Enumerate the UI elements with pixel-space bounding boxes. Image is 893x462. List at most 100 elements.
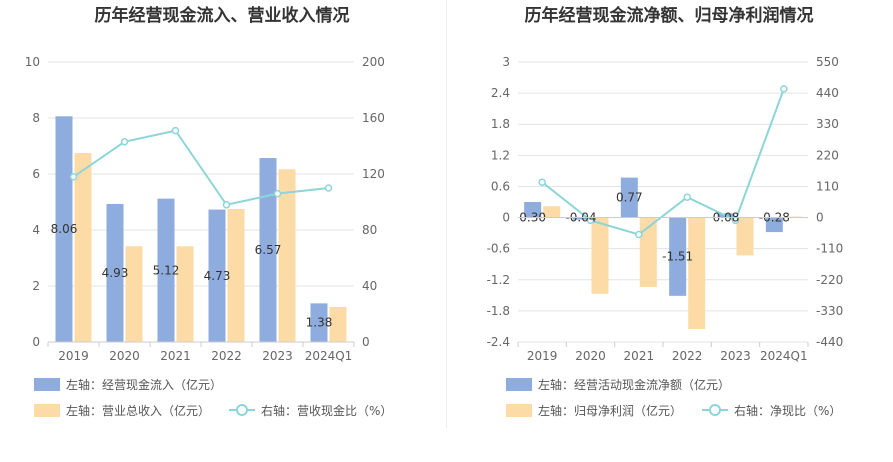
ratio-line [72,129,329,206]
left-axis-tick: 0.6 [491,179,510,193]
right-axis-tick: 330 [816,117,839,131]
legend-swatch-blue [34,378,60,391]
chart-title: 历年经营现金流入、营业收入情况 [95,5,350,26]
right-axis-tick: 120 [362,167,385,181]
legend-item-net-ratio[interactable]: 右轴：净现比（%） [702,403,841,418]
bar-primary [765,217,783,233]
chart-netcash-profit: 历年经营现金流净额、归母净利润情况 0.30 -0.040.77-1.510.08… [487,5,844,418]
legend-swatch-orange [34,404,60,417]
ratio-point [683,193,691,201]
bar-primary [55,116,73,342]
right-axis-tick: 80 [362,223,377,237]
ratio-point [635,230,643,239]
bar-secondary [176,246,194,342]
bar-data-label: 6.57 [255,243,282,257]
legend-item-revenue[interactable]: 左轴：营业总收入（亿元） [34,403,210,418]
bar-secondary [278,169,296,342]
left-axis-tick: 1.8 [491,117,510,131]
legend-item-ratio[interactable]: 右轴：营收现金比（%） [229,403,392,418]
right-axis-tick: 40 [362,279,377,293]
right-axis-tick: 440 [816,86,839,100]
legend-item-cash-inflow[interactable]: 左轴：经营现金流入（亿元） [34,377,222,392]
x-axis-tick: 2022 [211,349,242,363]
ratio-point [324,184,333,192]
right-axis-tick: 550 [816,55,839,69]
left-axis-tick: -1.2 [487,273,510,287]
x-axis-tick: 2024Q1 [305,349,353,363]
bar-primary [310,303,328,342]
legend-label: 左轴：经营现金流入（亿元） [66,377,222,392]
right-axis-tick: 200 [362,55,385,69]
legend-label: 左轴：经营活动现金流净额（亿元） [538,377,730,392]
x-axis-tick: 2023 [720,349,751,363]
bar-data-label: 1.38 [306,316,333,330]
legend-item-net-profit[interactable]: 左轴：归母净利润（亿元） [506,403,682,418]
legend-label: 左轴：营业总收入（亿元） [66,403,210,418]
x-axis-tick: 2020 [575,349,606,363]
ratio-point [780,85,788,93]
bar-primary [157,198,175,342]
x-axis-tick: 2022 [672,349,703,363]
left-axis-tick: 8 [32,111,40,125]
legend-swatch-orange [506,404,532,417]
right-axis-tick: -220 [816,273,843,287]
bar-data-label: 4.93 [102,266,129,280]
legend-item-net-cashflow[interactable]: 左轴：经营活动现金流净额（亿元） [506,377,730,392]
legend-swatch-blue [506,378,532,391]
bar-secondary [329,307,347,342]
left-axis-tick: 2 [32,279,40,293]
left-axis-tick: 2.4 [491,86,510,100]
bar-primary [620,177,638,218]
left-axis-tick: 1.2 [491,148,510,162]
ratio-point [222,201,231,209]
bar-secondary [74,153,92,342]
right-axis-tick: 0 [816,211,824,225]
ratio-point [69,173,78,181]
right-axis-tick: -110 [816,242,843,256]
legend-marker-icon [236,404,248,416]
left-axis-tick: 10 [25,55,40,69]
bar-data-label: 0.77 [616,191,643,205]
bar-primary [572,217,590,220]
chart-title: 历年经营现金流净额、归母净利润情况 [525,5,814,26]
bar-secondary [736,217,754,256]
ratio-point [273,189,282,198]
right-axis-tick: 220 [816,148,839,162]
chart-cashflow-revenue: 历年经营现金流入、营业收入情况 8.06 4.93 5.12 4.73 6.57 1.38… [25,5,393,418]
right-axis-tick: 160 [362,111,385,125]
legend-label: 右轴：净现比（%） [734,403,841,418]
left-axis-tick: -0.6 [487,242,510,256]
bar-primary [106,203,124,342]
right-axis-tick: 110 [816,179,839,193]
x-axis-tick: 2019 [527,349,558,363]
bar-primary [259,158,277,342]
bar-secondary [639,217,657,288]
right-axis-tick: -440 [816,335,843,349]
bar-data-label: 5.12 [153,263,180,277]
left-axis-tick: -2.4 [487,335,510,349]
x-axis-tick: 2021 [160,349,191,363]
x-axis-tick: 2021 [624,349,655,363]
bar-primary [208,209,226,342]
ratio-point [538,178,546,186]
right-axis-tick: -330 [816,304,843,318]
x-axis-tick: 2020 [109,349,140,363]
left-axis-tick: 4 [32,223,40,237]
bar-primary [524,202,542,218]
legend-label: 左轴：归母净利润（亿元） [538,403,682,418]
left-axis-tick: 0 [502,211,510,225]
left-axis-tick: 0 [32,335,40,349]
legend: 左轴：经营现金流入（亿元） 左轴：营业总收入（亿元） 右轴：营收现金比（%） [34,377,392,418]
bar-secondary [784,216,802,218]
right-axis-tick: 0 [362,335,370,349]
left-axis-tick: 3 [502,55,510,69]
bar-data-label: -1.51 [662,250,693,264]
x-axis-tick: 2019 [58,349,89,363]
x-axis-tick: 2024Q1 [760,349,808,363]
x-axis-tick: 2023 [262,349,293,363]
ratio-line [541,88,785,236]
ratio-point [120,138,129,146]
bar-secondary [227,209,245,342]
